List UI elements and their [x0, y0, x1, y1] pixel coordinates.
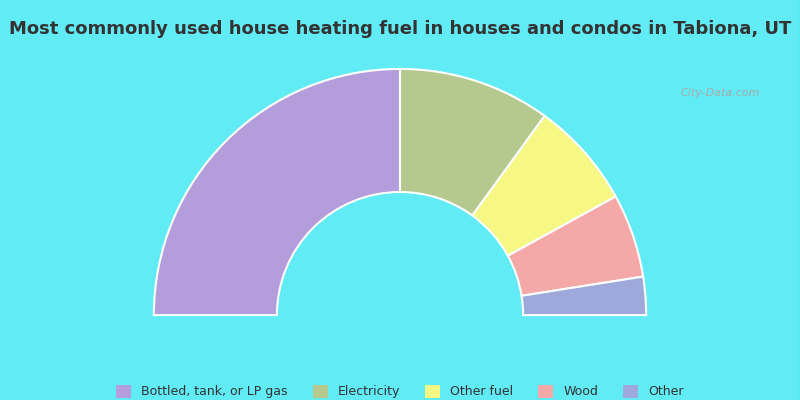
Wedge shape [522, 276, 646, 315]
Wedge shape [154, 69, 400, 315]
Legend: Bottled, tank, or LP gas, Electricity, Other fuel, Wood, Other: Bottled, tank, or LP gas, Electricity, O… [111, 380, 689, 400]
Wedge shape [400, 69, 545, 216]
Text: Most commonly used house heating fuel in houses and condos in Tabiona, UT: Most commonly used house heating fuel in… [9, 20, 791, 38]
Wedge shape [472, 116, 616, 256]
Text: City-Data.com: City-Data.com [681, 88, 760, 98]
Wedge shape [508, 196, 643, 296]
